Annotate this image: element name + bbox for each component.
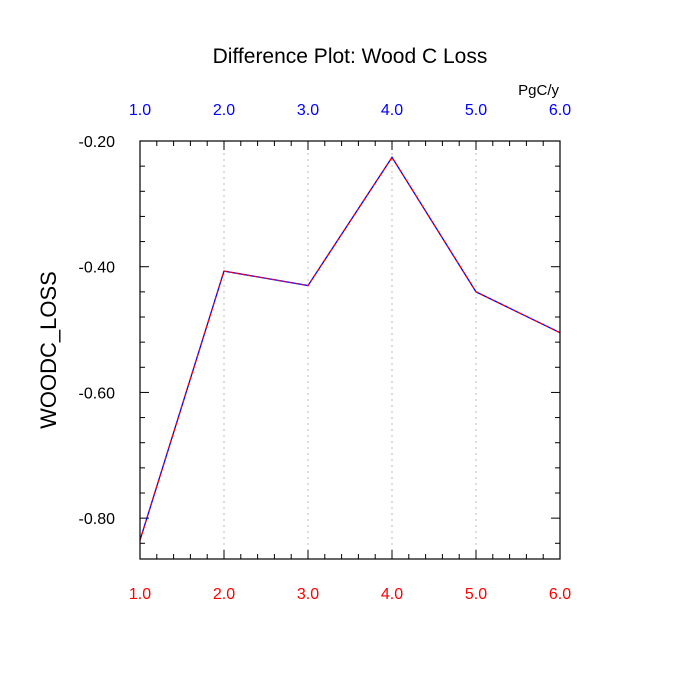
grid-lines xyxy=(223,141,477,559)
chart-title: Difference Plot: Wood C Loss xyxy=(213,45,488,68)
y-tick-label: -0.60 xyxy=(79,385,116,402)
x-tick-label-top: 4.0 xyxy=(381,102,403,119)
x-tick-label-bottom: 2.0 xyxy=(213,586,235,603)
tick-labels: 1.0 1.0 2.0 2.0 3.0 3.0 4.0 4.0 5.0 5.0 6.0 6.0 -0.2… xyxy=(79,102,572,603)
x-tick-label-bottom: 3.0 xyxy=(297,586,319,603)
y-tick-label: -0.40 xyxy=(79,260,116,277)
x-tick-label-bottom: 4.0 xyxy=(381,586,403,603)
x-tick-label-top: 2.0 xyxy=(213,102,235,119)
x-tick-label-bottom: 6.0 xyxy=(549,586,571,603)
axis-ticks xyxy=(139,140,561,559)
x-tick-label-bottom: 5.0 xyxy=(465,586,487,603)
y-tick-label: -0.20 xyxy=(79,134,116,151)
units-label: PgC/y xyxy=(518,82,559,99)
x-tick-label-bottom: 1.0 xyxy=(129,586,151,603)
data-series xyxy=(139,156,561,541)
series-line-0 xyxy=(139,156,561,541)
y-tick-label: -0.80 xyxy=(79,511,116,528)
plot-frame xyxy=(139,140,561,560)
x-tick-label-top: 6.0 xyxy=(549,102,571,119)
x-tick-label-top: 3.0 xyxy=(297,102,319,119)
x-tick-label-top: 5.0 xyxy=(465,102,487,119)
y-axis-label: WOODC_LOSS xyxy=(36,271,61,429)
series-line-dash-0 xyxy=(139,156,561,541)
x-tick-label-top: 1.0 xyxy=(129,102,151,119)
